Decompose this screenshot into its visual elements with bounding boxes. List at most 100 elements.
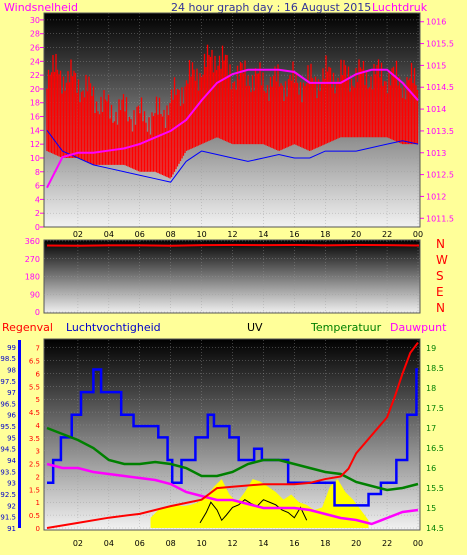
chart-1-lines xyxy=(46,68,419,189)
wind-direction-point xyxy=(179,244,181,247)
x-tick-label: 14 xyxy=(258,539,268,548)
humidity-tick-label: 91 xyxy=(7,525,16,533)
wind-direction-point xyxy=(325,244,327,247)
wind-direction-point xyxy=(309,244,311,247)
wind-direction-point xyxy=(187,244,189,247)
wind-direction-point xyxy=(321,244,323,247)
wind-direction-point xyxy=(359,243,361,246)
left-tick-label: 30 xyxy=(30,16,40,25)
x-tick-label: 04 xyxy=(104,230,114,239)
rain-tick-label: 2.5 xyxy=(29,461,40,469)
wind-direction-point xyxy=(147,244,149,247)
wind-direction-point xyxy=(83,244,85,247)
wind-direction-point xyxy=(381,244,383,247)
temperature-line xyxy=(46,426,419,492)
wind-gust-bars xyxy=(46,44,419,179)
wind-direction-point xyxy=(195,244,197,247)
rain-tick-label: 2 xyxy=(36,473,40,481)
left-tick-label: 22 xyxy=(30,71,40,80)
wind-direction-point xyxy=(63,244,65,247)
left-tick-label: 18 xyxy=(30,99,40,108)
wind-direction-point xyxy=(315,244,317,247)
wind-direction-point xyxy=(235,243,237,246)
wind-direction-point xyxy=(47,244,49,247)
axis-ticks-1: 0246810121416182022242628301011.51012101… xyxy=(30,16,454,239)
label-regenval: Regenval xyxy=(2,321,53,334)
wind-direction-point xyxy=(91,244,93,247)
rain-tick-label: 1 xyxy=(36,499,40,507)
wind-direction-point xyxy=(165,244,167,247)
right-tick-label: 1014.5 xyxy=(426,83,454,92)
left-tick-label: 2 xyxy=(35,209,40,218)
x-tick-label: 16 xyxy=(289,230,299,239)
wind-direction-point xyxy=(167,244,169,247)
left-tick-label: 12 xyxy=(30,140,40,149)
wind-direction-point xyxy=(329,244,331,247)
wind-direction-point xyxy=(317,244,319,247)
wind-direction-point xyxy=(49,244,51,247)
wind-direction-point xyxy=(405,244,407,247)
x-tick-label: 20 xyxy=(351,230,361,239)
wind-direction-point xyxy=(295,243,297,246)
humidity-tick-label: 93.5 xyxy=(0,468,16,476)
wind-direction-point xyxy=(59,244,61,247)
wind-direction-point xyxy=(215,244,217,247)
x-tick-label: 08 xyxy=(166,230,176,239)
wind-direction-point xyxy=(237,243,239,246)
wind-direction-point xyxy=(189,244,191,247)
left-tick-label: 16 xyxy=(30,113,40,122)
wind-direction-point xyxy=(197,244,199,247)
wind-direction-point xyxy=(389,244,391,247)
plot-area-2 xyxy=(43,239,421,314)
wind-direction-point xyxy=(385,244,387,247)
wind-direction-point xyxy=(335,244,337,247)
wind-direction-point xyxy=(57,244,59,247)
direction-tick-label: 180 xyxy=(25,273,40,282)
wind-direction-point xyxy=(277,244,279,247)
wind-direction-point xyxy=(251,244,253,247)
x-tick-label: 18 xyxy=(320,230,330,239)
wind-direction-point xyxy=(155,244,157,247)
wind-direction-point xyxy=(81,244,83,247)
humidity-tick-label: 97 xyxy=(7,389,16,397)
rain-tick-label: 0.5 xyxy=(29,512,40,520)
wind-direction-point xyxy=(79,244,81,247)
humidity-tick-label: 92.5 xyxy=(0,491,16,499)
wind-direction-point xyxy=(55,244,57,247)
wind-direction-point xyxy=(379,244,381,247)
wind-direction-point xyxy=(161,244,163,247)
rain-tick-label: 5.5 xyxy=(29,383,40,391)
wind-direction-point xyxy=(199,244,201,247)
wind-direction-point xyxy=(97,244,99,247)
wind-direction-point xyxy=(115,244,117,247)
wind-direction-point xyxy=(307,244,309,247)
humidity-axis-bar xyxy=(18,340,21,528)
right-tick-label: 1013.5 xyxy=(426,127,454,136)
wind-direction-point xyxy=(171,244,173,247)
left-tick-label: 14 xyxy=(30,126,40,135)
wind-direction-point xyxy=(227,243,229,246)
wind-direction-point xyxy=(261,244,263,247)
wind-direction-point xyxy=(77,244,79,247)
rain-tick-label: 6 xyxy=(36,370,41,378)
wind-direction-point xyxy=(395,244,397,247)
temp-tick-label: 17 xyxy=(426,424,436,433)
wind-direction-points xyxy=(47,243,419,247)
x-tick-label: 02 xyxy=(73,539,83,548)
wind-direction-point xyxy=(125,244,127,247)
wind-direction-point xyxy=(145,244,147,247)
wind-direction-point xyxy=(415,244,417,247)
rain-tick-label: 6.5 xyxy=(29,358,40,366)
wind-direction-point xyxy=(121,244,123,247)
wind-direction-point xyxy=(105,244,107,247)
wind-direction-point xyxy=(135,244,137,247)
wind-direction-point xyxy=(113,244,115,247)
wind-direction-point xyxy=(363,243,365,246)
chart-3: Regenval Luchtvochtigheid UV Temperatuur… xyxy=(0,321,447,548)
rainfall-line xyxy=(46,341,419,529)
wind-direction-point xyxy=(229,243,231,246)
humidity-tick-label: 98 xyxy=(7,366,16,374)
wind-direction-point xyxy=(299,244,301,247)
